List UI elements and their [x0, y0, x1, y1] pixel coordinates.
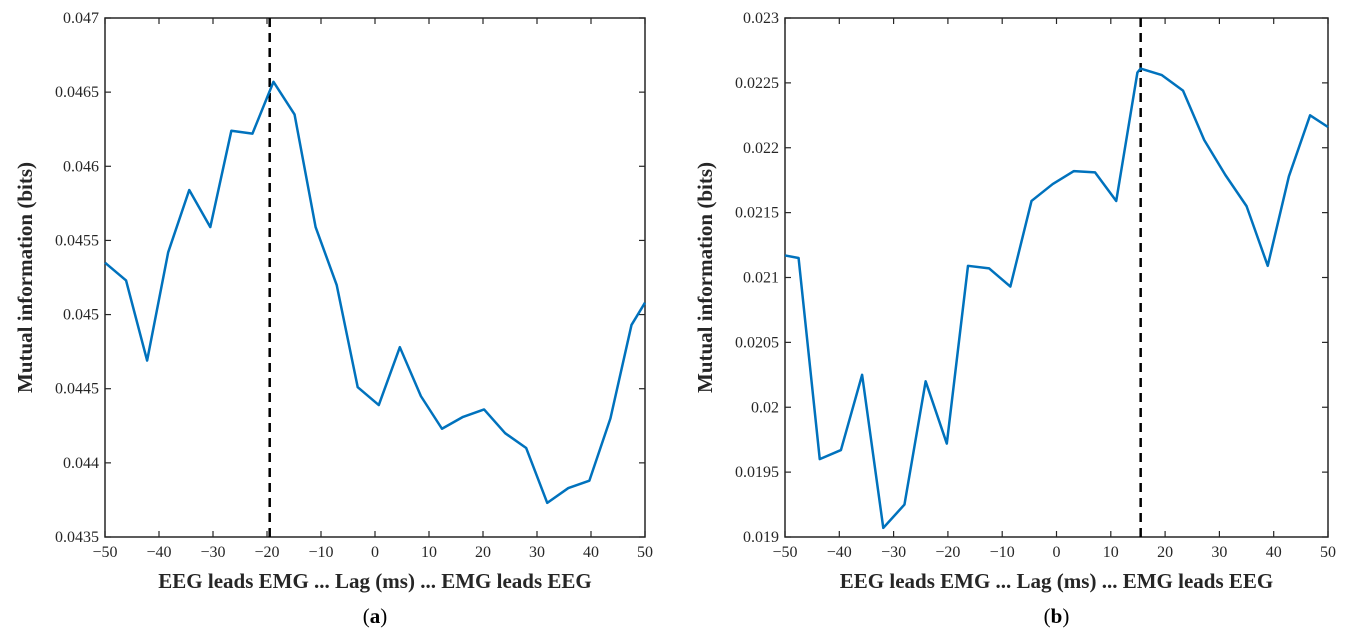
y-tick-label: 0.021: [743, 270, 779, 287]
y-tick-label: 0.047: [63, 10, 99, 27]
mutual-information-line: [104, 80, 647, 505]
x-axis-label: EEG leads EMG ... Lag (ms) ... EMG leads…: [840, 569, 1273, 593]
x-tick-label: −30: [881, 544, 906, 561]
panel-caption-letter: b: [1051, 604, 1063, 628]
x-tick-label: −20: [254, 544, 279, 561]
x-tick-label: −40: [146, 544, 171, 561]
panel-caption-letter: a: [370, 604, 381, 628]
chart-panel-a: −50 −40 −30 −20 −10 0 10 20 30 40 50 0.0435 0.044 0.0…: [13, 10, 653, 628]
x-tick-label: 0: [371, 544, 379, 561]
chart-panel-b: −50 −40 −30 −20 −10 0 10 20 30 40 50 0.019 0.0195 0.0…: [693, 10, 1336, 628]
x-tick-label: 30: [1211, 544, 1227, 561]
y-tick-label: 0.046: [63, 158, 99, 175]
x-tick-label: 0: [1053, 544, 1061, 561]
y-tick-label: 0.045: [63, 307, 99, 324]
x-tick-label: −50: [92, 544, 117, 561]
x-axis-label: EEG leads EMG ... Lag (ms) ... EMG leads…: [158, 569, 591, 593]
y-tick-label: 0.02: [751, 399, 779, 416]
y-tick-label: 0.023: [743, 10, 779, 27]
x-tick-label: −30: [200, 544, 225, 561]
panel-caption: (b): [1044, 604, 1070, 628]
y-tick-label: 0.0445: [55, 381, 99, 398]
x-tick-label: 10: [1103, 544, 1119, 561]
y-tick-label: 0.0195: [735, 464, 779, 481]
mutual-information-line: [784, 67, 1329, 530]
x-tick-label: −10: [990, 544, 1015, 561]
plot-frame: [104, 17, 646, 538]
y-tick-label: 0.0205: [735, 334, 779, 351]
x-tick-label: 20: [475, 544, 491, 561]
y-axis-label: Mutual information (bits): [13, 162, 37, 393]
y-tick-label: 0.0225: [735, 75, 779, 92]
y-tick-label: 0.044: [63, 455, 99, 472]
y-tick-label: 0.0455: [55, 232, 99, 249]
x-tick-label: −40: [827, 544, 852, 561]
x-tick-label: 20: [1157, 544, 1173, 561]
x-tick-label: 30: [529, 544, 545, 561]
x-tick-label: 10: [421, 544, 437, 561]
x-tick-label: 50: [1320, 544, 1336, 561]
plot-frame: [784, 17, 1329, 538]
x-tick-label: −20: [935, 544, 960, 561]
x-tick-label: 40: [583, 544, 599, 561]
y-tick-label: 0.022: [743, 140, 779, 157]
panel-caption: (a): [363, 604, 388, 628]
y-tick-label: 0.019: [743, 529, 779, 546]
x-tick-label: 50: [637, 544, 653, 561]
y-tick-label: 0.0215: [735, 205, 779, 222]
x-tick-label: −50: [772, 544, 797, 561]
y-tick-label: 0.0465: [55, 84, 99, 101]
y-axis-label: Mutual information (bits): [693, 162, 717, 393]
x-tick-label: 40: [1266, 544, 1282, 561]
x-tick-label: −10: [308, 544, 333, 561]
y-tick-label: 0.0435: [55, 529, 99, 546]
